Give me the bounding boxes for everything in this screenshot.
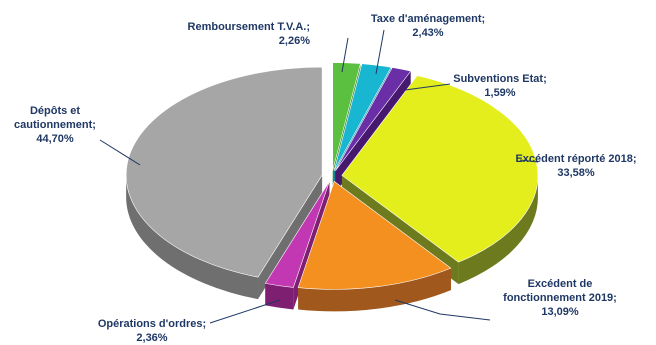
excedent-reporte-2018-label: Excédent réporté 2018; 33,58% <box>515 153 636 179</box>
subventions-etat-label: Subventions Etat; 1,59% <box>453 73 547 99</box>
excedent-reporte-2018-leader-line <box>519 159 539 163</box>
operations-d-ordres-leader-line <box>209 299 281 324</box>
slice-labels: Remboursement T.V.A.; 2,26% Taxe d'aménage… <box>14 13 636 344</box>
slice-tops <box>125 62 539 290</box>
taxe-d-amenagement-name-text: Taxe d'aménagement; <box>371 13 485 25</box>
excedent-de-fonctionnement-2019-name-text: Excédent de <box>528 278 593 290</box>
subventions-etat-leader-line <box>404 83 451 91</box>
excedent-reporte-2018-name-text: Excédent réporté 2018; <box>515 153 636 165</box>
depots-et-cautionnement-slice <box>125 66 323 278</box>
excedent-de-fonctionnement-2019-slice <box>297 180 452 290</box>
excedent-de-fonctionnement-2019-leader-line <box>394 299 491 321</box>
depots-et-cautionnement-side-wall-start <box>258 175 323 300</box>
remboursement-t-v-a-slice <box>332 62 361 171</box>
depots-et-cautionnement-name-text: cautionnement; <box>14 119 96 131</box>
remboursement-t-v-a-percent-text: 2,26% <box>279 35 310 47</box>
remboursement-t-v-a-leader-line <box>341 37 349 73</box>
taxe-d-amenagement-label: Taxe d'aménagement; 2,43% <box>371 13 485 39</box>
subventions-etat-slice <box>335 67 412 172</box>
operations-d-ordres-percent-text: 2,36% <box>136 332 167 344</box>
operations-d-ordres-slice <box>264 181 330 288</box>
operations-d-ordres-label: Opérations d'ordres; 2,36% <box>98 318 206 344</box>
excedent-de-fonctionnement-2019-side-outer-0 <box>298 268 451 312</box>
depots-et-cautionnement-name-text: Dépôts et <box>30 105 80 117</box>
depots-et-cautionnement-percent-text: 44,70% <box>36 133 74 145</box>
taxe-d-amenagement-leader-line <box>375 29 385 75</box>
remboursement-t-v-a-label: Remboursement T.V.A.; 2,26% <box>188 21 311 47</box>
depots-et-cautionnement-side-outer-0 <box>126 175 259 300</box>
subventions-etat-name-text: Subventions Etat; <box>453 73 547 85</box>
remboursement-t-v-a-name-text: Remboursement T.V.A.; <box>188 21 310 33</box>
excedent-de-fonctionnement-2019-name-text: fonctionnement 2019; <box>503 292 617 304</box>
taxe-d-amenagement-percent-text: 2,43% <box>412 27 443 39</box>
taxe-d-amenagement-slice <box>333 63 392 171</box>
excedent-de-fonctionnement-2019-label: Excédent de fonctionnement 2019; 13,09% <box>503 278 617 318</box>
excedent-de-fonctionnement-2019-percent-text: 13,09% <box>541 306 579 318</box>
excedent-reporte-2018-side-outer-0 <box>458 175 538 285</box>
depots-et-cautionnement-leader-line <box>99 139 141 166</box>
excedent-reporte-2018-percent-text: 33,58% <box>557 167 595 179</box>
depots-et-cautionnement-label: Dépôts et cautionnement; 44,70% <box>14 105 96 145</box>
subventions-etat-percent-text: 1,59% <box>484 87 515 99</box>
operations-d-ordres-name-text: Opérations d'ordres; <box>98 318 206 330</box>
label-leader-lines <box>99 29 539 324</box>
